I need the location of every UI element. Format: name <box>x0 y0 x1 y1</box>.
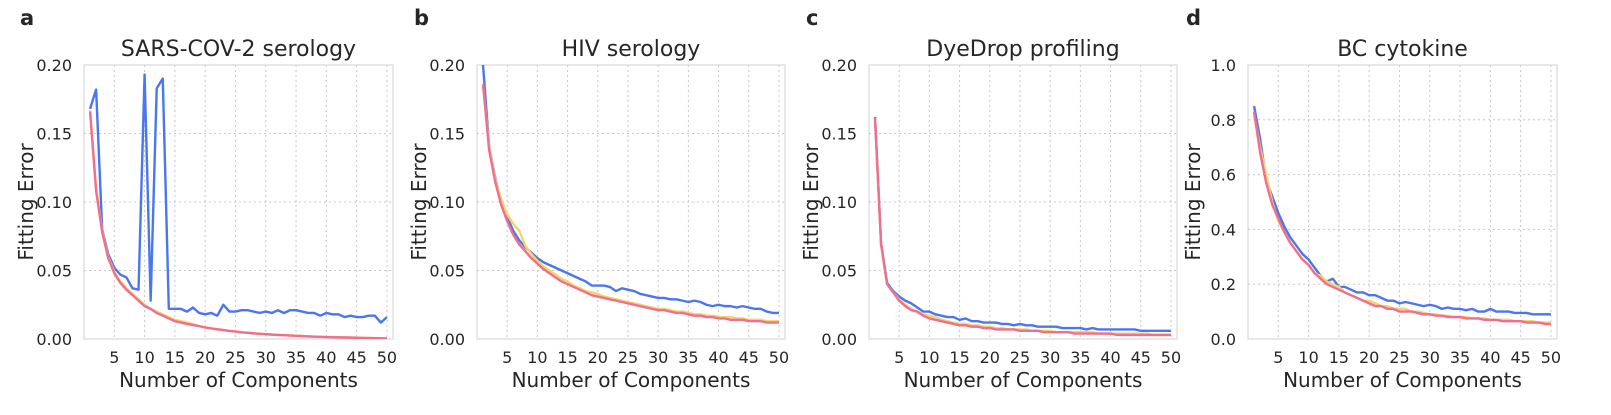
x-tick-label: 10 <box>919 348 939 367</box>
x-tick-label: 15 <box>1329 348 1349 367</box>
x-tick-label: 10 <box>134 348 154 367</box>
y-tick-label: 0.15 <box>429 125 465 144</box>
panel-c: 5 10 15 20 25 30 35 40 45 50 0.00 0.05 0.10 0.15 0.20 D… <box>799 6 1181 392</box>
series-line-yellow <box>873 118 1171 337</box>
x-tick-label: 25 <box>618 348 638 367</box>
y-tick-label: 0.10 <box>36 193 72 212</box>
x-tick-label: 30 <box>648 348 668 367</box>
panel-title: BC cytokine <box>1337 37 1468 62</box>
series-line-pink <box>88 111 387 339</box>
y-tick-label: 1.0 <box>1211 56 1236 75</box>
x-tick-label: 45 <box>739 348 759 367</box>
panel-letter: c <box>806 6 818 30</box>
y-axis-label: Fitting Error <box>799 143 823 261</box>
x-axis-label: Number of Components <box>512 368 751 392</box>
y-tick-label: 0.20 <box>429 56 465 75</box>
panel-d: 5 10 15 20 25 30 35 40 45 50 0.0 0.2 0.4 0.6 0.8 1.0 BC … <box>1181 6 1561 392</box>
panel-letter: b <box>414 6 429 30</box>
x-tick-label: 25 <box>225 348 245 367</box>
x-axis-label: Number of Components <box>904 368 1143 392</box>
panel-title: HIV serology <box>562 37 701 62</box>
y-axis-label: Fitting Error <box>1181 143 1205 261</box>
y-tick-label: 0.05 <box>821 262 857 281</box>
series-line-blue <box>88 73 388 324</box>
y-tick-label: 0.10 <box>821 193 857 212</box>
plot-frame <box>1247 64 1558 340</box>
x-tick-label: 5 <box>502 348 512 367</box>
x-tick-label: 40 <box>1480 348 1500 367</box>
x-tick-label: 35 <box>1450 348 1470 367</box>
y-tick-label: 0.20 <box>821 56 857 75</box>
x-tick-label: 10 <box>1298 348 1318 367</box>
x-tick-label: 20 <box>195 348 215 367</box>
panel-title: SARS-COV-2 serology <box>121 37 356 62</box>
x-tick-label: 20 <box>588 348 608 367</box>
series-line-pink <box>481 84 779 324</box>
panel-letter: d <box>1186 6 1201 30</box>
y-tick-label: 0.05 <box>36 262 72 281</box>
x-tick-label: 15 <box>165 348 185 367</box>
series-line-yellow <box>481 84 779 323</box>
x-tick-label: 45 <box>1510 348 1530 367</box>
x-tick-label: 25 <box>1389 348 1409 367</box>
plot-frame <box>476 64 786 340</box>
y-tick-label: 0.10 <box>429 193 465 212</box>
series-line-blue <box>481 64 779 315</box>
panel-a: 5 10 15 20 25 30 35 40 45 50 0.00 0.05 0.10 0.15 0.20 S… <box>14 6 397 392</box>
y-axis-label: Fitting Error <box>407 143 431 261</box>
x-tick-label: 10 <box>527 348 547 367</box>
x-tick-label: 50 <box>377 348 397 367</box>
plot-frame <box>83 64 394 340</box>
x-tick-label: 5 <box>109 348 119 367</box>
y-axis-label: Fitting Error <box>14 143 38 261</box>
x-tick-label: 5 <box>894 348 904 367</box>
x-tick-label: 20 <box>1359 348 1379 367</box>
x-tick-label: 45 <box>1131 348 1151 367</box>
y-tick-label: 0.20 <box>36 56 72 75</box>
series-line-pink <box>1252 111 1551 326</box>
series-line-blue <box>1252 105 1551 316</box>
y-tick-label: 0.0 <box>1211 330 1236 349</box>
y-tick-label: 0.15 <box>821 125 857 144</box>
x-axis-label: Number of Components <box>119 368 358 392</box>
x-tick-label: 35 <box>1070 348 1090 367</box>
x-tick-label: 30 <box>1040 348 1060 367</box>
series-line-pink <box>873 118 1171 337</box>
x-tick-label: 45 <box>346 348 366 367</box>
y-tick-label: 0.00 <box>36 330 72 349</box>
x-tick-label: 50 <box>1161 348 1181 367</box>
x-tick-label: 30 <box>1420 348 1440 367</box>
y-tick-label: 0.00 <box>429 330 465 349</box>
x-tick-label: 40 <box>708 348 728 367</box>
x-tick-label: 50 <box>1541 348 1561 367</box>
y-tick-label: 0.05 <box>429 262 465 281</box>
x-tick-label: 15 <box>949 348 969 367</box>
panel-title: DyeDrop profiling <box>926 37 1119 62</box>
plot-frame <box>868 64 1178 340</box>
x-tick-label: 40 <box>1100 348 1120 367</box>
series-line-yellow <box>1252 114 1551 324</box>
y-tick-label: 0.6 <box>1211 166 1236 185</box>
x-tick-label: 35 <box>678 348 698 367</box>
x-axis-label: Number of Components <box>1283 368 1522 392</box>
y-tick-label: 0.00 <box>821 330 857 349</box>
x-tick-label: 5 <box>1273 348 1283 367</box>
x-tick-label: 25 <box>1010 348 1030 367</box>
x-tick-label: 30 <box>256 348 276 367</box>
x-tick-label: 15 <box>557 348 577 367</box>
y-tick-label: 0.15 <box>36 125 72 144</box>
y-tick-label: 0.4 <box>1211 220 1236 239</box>
y-tick-label: 0.2 <box>1211 275 1236 294</box>
x-tick-label: 20 <box>980 348 1000 367</box>
panel-b: 5 10 15 20 25 30 35 40 45 50 0.00 0.05 0.10 0.15 0.20 H… <box>407 6 789 392</box>
series-line-yellow <box>88 110 387 339</box>
series-line-blue <box>873 117 1171 332</box>
x-tick-label: 35 <box>286 348 306 367</box>
y-tick-label: 0.8 <box>1211 111 1236 130</box>
x-tick-label: 50 <box>769 348 789 367</box>
x-tick-label: 40 <box>316 348 336 367</box>
panel-letter: a <box>20 6 34 30</box>
